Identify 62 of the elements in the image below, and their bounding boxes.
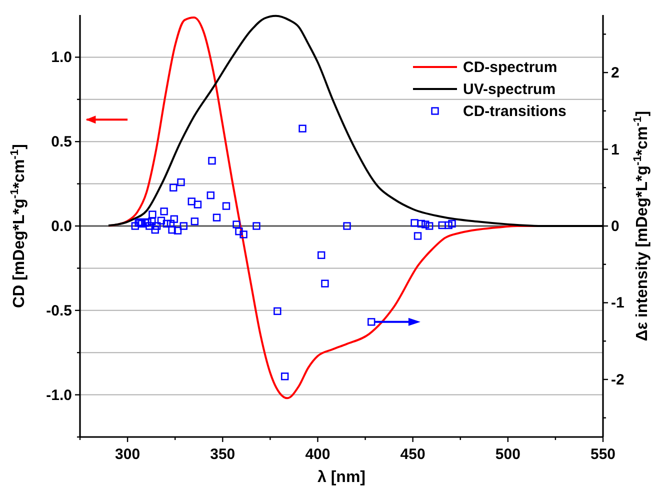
x-tick-label: 350 bbox=[210, 446, 236, 463]
point bbox=[170, 184, 178, 192]
x-tick-label: 300 bbox=[115, 446, 140, 463]
point bbox=[131, 222, 140, 230]
point bbox=[274, 307, 282, 316]
y2-tick-label: 2 bbox=[611, 64, 620, 82]
point bbox=[166, 220, 175, 228]
x-axis-title: λ [nm] bbox=[318, 469, 366, 486]
point bbox=[188, 198, 196, 206]
point bbox=[168, 226, 176, 234]
x-tick-label: 500 bbox=[495, 446, 520, 463]
point bbox=[212, 214, 221, 222]
point bbox=[180, 222, 188, 230]
point bbox=[448, 220, 456, 228]
point bbox=[157, 216, 166, 224]
point bbox=[438, 221, 446, 230]
point bbox=[170, 215, 178, 223]
y-tick-label: 0.0 bbox=[51, 218, 72, 235]
point bbox=[177, 178, 185, 186]
legend-label: CD-transitions bbox=[463, 103, 566, 120]
point bbox=[160, 208, 168, 216]
point bbox=[317, 251, 326, 260]
point bbox=[190, 218, 199, 226]
y-tick-label: 0.5 bbox=[51, 134, 72, 151]
point bbox=[151, 226, 159, 234]
point bbox=[222, 202, 230, 210]
y2-tick-label: -1 bbox=[611, 294, 624, 312]
point bbox=[417, 220, 426, 228]
point bbox=[280, 372, 289, 380]
point bbox=[148, 210, 156, 218]
y2-tick-label: -2 bbox=[611, 371, 624, 388]
point bbox=[194, 200, 202, 208]
point bbox=[240, 230, 248, 238]
y-tick-label: -1.0 bbox=[46, 386, 72, 404]
x-tick-label: 400 bbox=[305, 446, 330, 463]
legend-label: CD-spectrum bbox=[463, 59, 558, 76]
point bbox=[321, 280, 329, 288]
point bbox=[426, 222, 434, 230]
point bbox=[138, 220, 146, 228]
point bbox=[444, 221, 452, 230]
y2-tick-label: 0 bbox=[611, 218, 620, 235]
point bbox=[422, 220, 430, 228]
point bbox=[146, 222, 154, 230]
point bbox=[162, 220, 171, 228]
point bbox=[206, 191, 215, 200]
point bbox=[298, 124, 306, 132]
x-tick-label: 450 bbox=[400, 446, 426, 463]
point bbox=[208, 156, 216, 165]
y-tick-label: -0.5 bbox=[46, 302, 72, 320]
point bbox=[174, 226, 182, 234]
point bbox=[368, 318, 376, 326]
y-tick-label: 1.0 bbox=[51, 49, 72, 66]
point bbox=[410, 219, 418, 227]
point bbox=[343, 222, 351, 230]
point bbox=[252, 222, 260, 230]
point bbox=[235, 228, 243, 236]
x-tick-label: 550 bbox=[590, 446, 616, 463]
point bbox=[232, 220, 240, 228]
legend-label: UV-spectrum bbox=[463, 81, 556, 98]
point bbox=[152, 222, 161, 230]
point bbox=[414, 232, 422, 240]
y2-tick-label: 1 bbox=[611, 141, 620, 158]
